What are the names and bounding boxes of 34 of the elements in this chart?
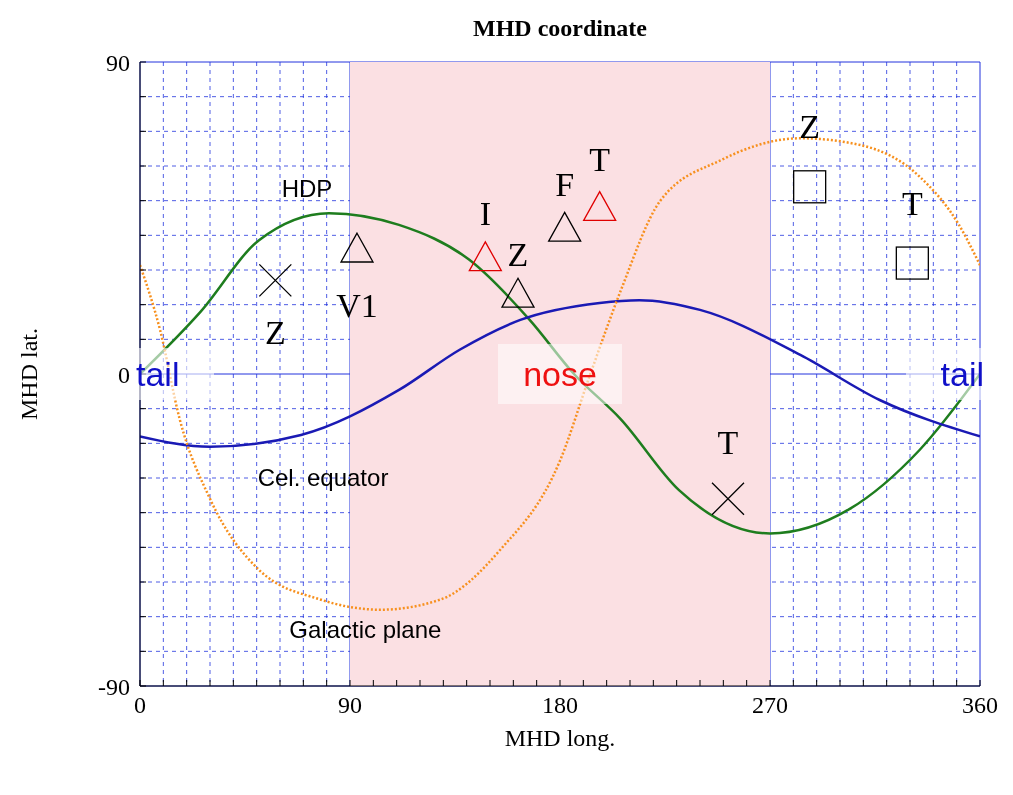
y-tick-label: -90 [98,673,130,700]
annotation: V1 [336,286,378,324]
annotation: T [717,424,739,462]
annotation: Z [799,108,821,146]
point [501,277,535,308]
point [548,211,582,242]
point [340,232,374,263]
point [258,263,292,298]
annotation: T [901,184,923,222]
annotation: T [589,141,611,179]
x-tick-label: 270 [752,692,788,719]
point [583,190,617,222]
y-tick-label: 90 [106,49,130,76]
band-label: nose [523,355,597,393]
x-axis-title: MHD long. [504,725,616,751]
series-label: Cel. equator [257,463,389,491]
series-label: Galactic plane [289,616,442,644]
annotation: Z [507,235,529,273]
series-label: HDP [281,174,333,202]
y-tick-label: 0 [118,361,130,388]
point [895,246,929,280]
chart-title: MHD coordinate [473,15,648,41]
annotation: Z [264,313,286,351]
y-axis-title: MHD lat. [15,328,42,420]
x-tick-label: 90 [338,692,362,719]
x-tick-label: 180 [542,692,578,719]
point [468,241,502,272]
annotation: tail [940,355,984,393]
annotation: F [555,165,575,203]
point [711,482,745,516]
x-tick-label: 360 [962,692,998,719]
point [793,170,827,204]
annotation: I [479,195,491,233]
annotation: tail [136,355,180,393]
